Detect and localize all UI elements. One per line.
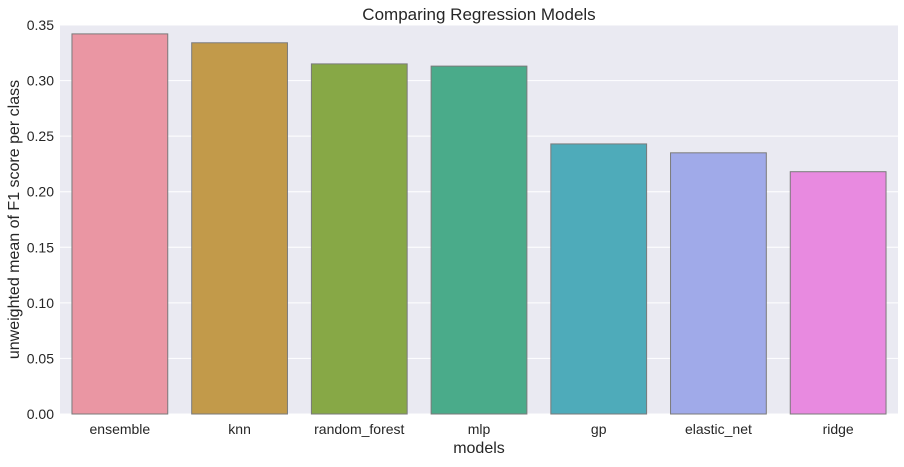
bar-gp (550, 143, 648, 415)
x-axis-label: models (453, 440, 505, 457)
y-tick-labels: 0.00 0.05 0.10 0.15 0.20 0.25 0.30 0.35 (27, 17, 54, 422)
y-tick-label: 0.20 (27, 184, 54, 200)
chart-title: Comparing Regression Models (362, 5, 595, 24)
bar-mlp (430, 65, 528, 415)
y-tick-label: 0.25 (27, 128, 54, 144)
x-tick-labels: ensemble knn random_forest mlp gp elastic_net… (90, 421, 854, 437)
y-tick-label: 0.00 (27, 406, 54, 422)
x-tick-label: mlp (468, 421, 491, 437)
x-tick-label: elastic_net (685, 421, 752, 437)
x-tick-label: ensemble (90, 421, 151, 437)
y-tick-label: 0.05 (27, 350, 54, 366)
y-tick-label: 0.10 (27, 295, 54, 311)
bar-knn (191, 42, 288, 415)
bar-ridge (789, 171, 887, 415)
y-tick-label: 0.15 (27, 239, 54, 255)
bar-random-forest (310, 63, 408, 415)
x-tick-label: knn (228, 421, 251, 437)
bar-ensemble (71, 33, 169, 415)
y-axis-label: unweighted mean of F1 score per class (6, 80, 23, 359)
x-tick-label: random_forest (314, 421, 404, 437)
x-tick-label: ridge (823, 421, 854, 437)
bar-elastic-net (670, 152, 767, 415)
y-tick-label: 0.35 (27, 17, 54, 33)
bars (71, 33, 887, 415)
x-tick-label: gp (591, 421, 607, 437)
y-tick-label: 0.30 (27, 73, 54, 89)
